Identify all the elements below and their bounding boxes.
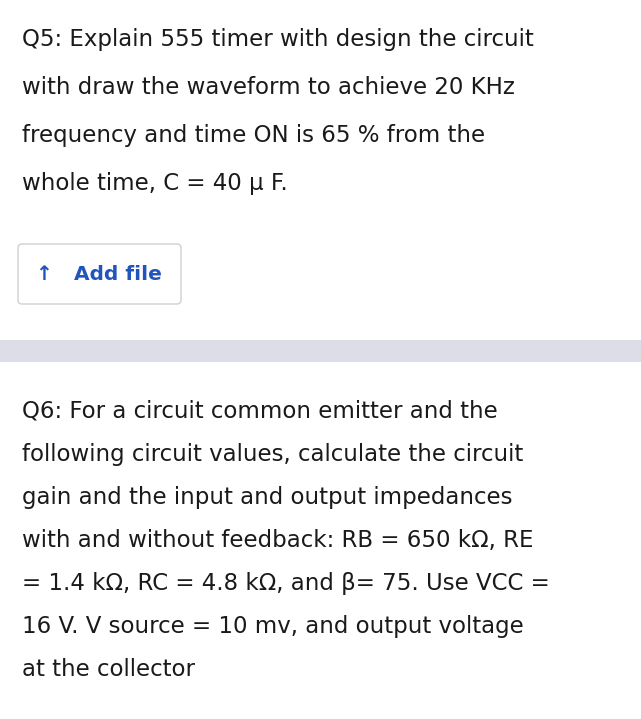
Bar — [0, 340, 641, 362]
Text: ↑: ↑ — [35, 265, 53, 283]
Text: Add file: Add file — [60, 265, 162, 283]
Text: whole time, C = 40 μ F.: whole time, C = 40 μ F. — [22, 172, 288, 195]
Text: Q5: Explain 555 timer with design the circuit: Q5: Explain 555 timer with design the ci… — [22, 28, 534, 51]
Text: following circuit values, calculate the circuit: following circuit values, calculate the … — [22, 443, 523, 466]
Text: Q6: For a circuit common emitter and the: Q6: For a circuit common emitter and the — [22, 400, 498, 423]
Text: 16 V. V source = 10 mv, and output voltage: 16 V. V source = 10 mv, and output volta… — [22, 615, 524, 638]
Text: with and without feedback: RB = 650 kΩ, RE: with and without feedback: RB = 650 kΩ, … — [22, 529, 533, 552]
FancyBboxPatch shape — [18, 244, 181, 304]
Text: = 1.4 kΩ, RC = 4.8 kΩ, and β= 75. Use VCC =: = 1.4 kΩ, RC = 4.8 kΩ, and β= 75. Use VC… — [22, 572, 550, 595]
Text: at the collector: at the collector — [22, 658, 195, 681]
Text: gain and the input and output impedances: gain and the input and output impedances — [22, 486, 513, 509]
Text: with draw the waveform to achieve 20 KHz: with draw the waveform to achieve 20 KHz — [22, 76, 515, 99]
Text: frequency and time ON is 65 % from the: frequency and time ON is 65 % from the — [22, 124, 485, 147]
